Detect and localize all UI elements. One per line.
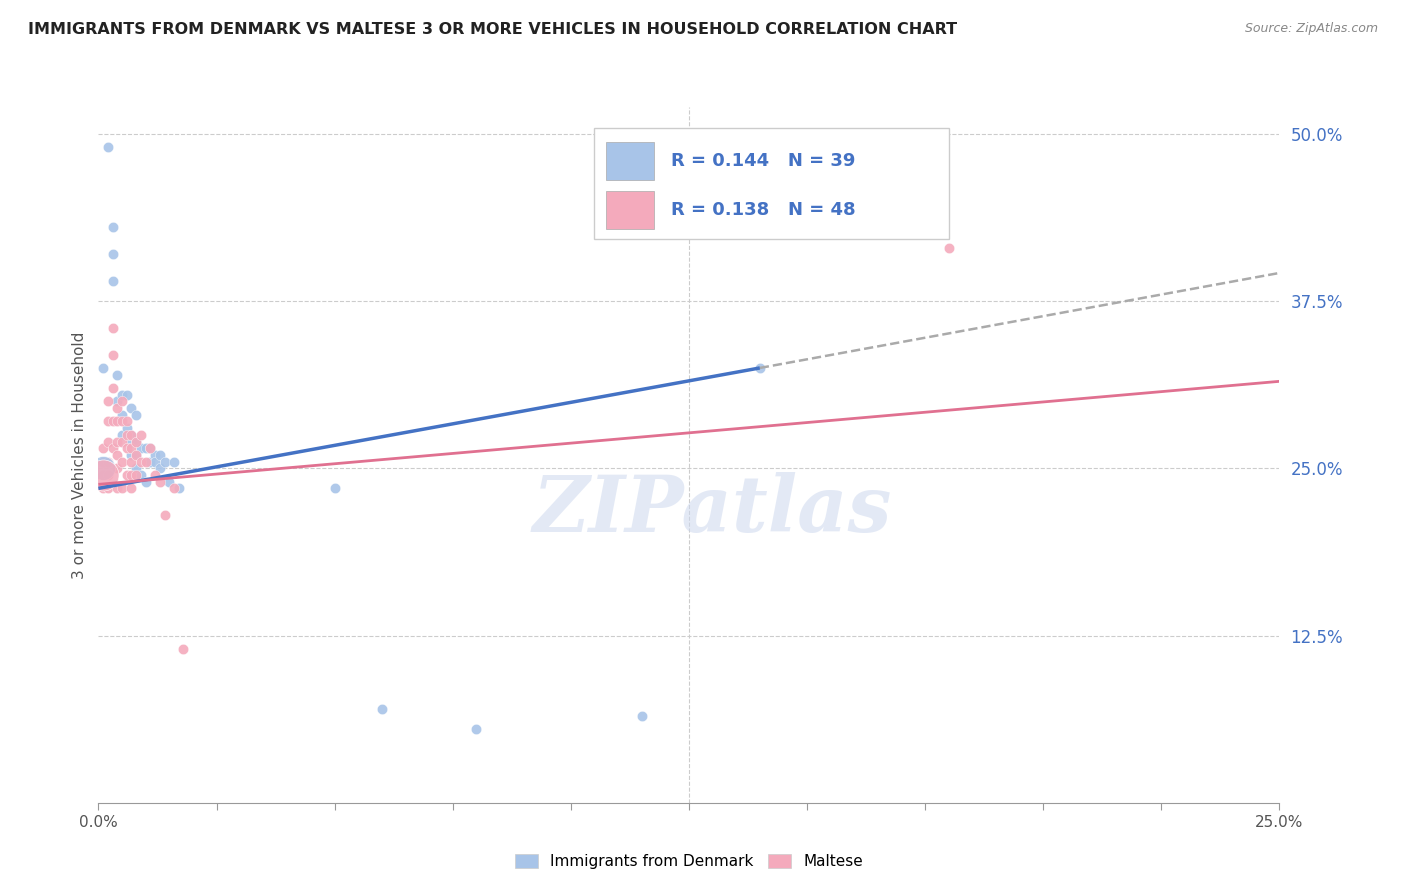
Y-axis label: 3 or more Vehicles in Household: 3 or more Vehicles in Household: [72, 331, 87, 579]
Point: [101, 220, 124, 235]
Point: [129, 468, 152, 483]
Point: [115, 468, 138, 483]
Point: [97, 140, 120, 154]
Point: [111, 388, 134, 402]
Point: [91, 455, 114, 469]
Point: [111, 482, 134, 496]
Point: [157, 475, 180, 489]
Point: [121, 428, 143, 442]
Point: [101, 247, 124, 261]
Point: [115, 388, 138, 402]
Point: [129, 442, 152, 456]
Point: [630, 708, 652, 723]
Point: [105, 448, 128, 462]
Point: [135, 475, 157, 489]
Text: Source: ZipAtlas.com: Source: ZipAtlas.com: [1244, 22, 1378, 36]
Point: [163, 455, 186, 469]
Point: [149, 461, 172, 475]
Point: [125, 448, 148, 462]
Point: [101, 321, 124, 335]
Point: [153, 508, 176, 523]
Point: [149, 475, 172, 489]
Point: [105, 434, 128, 449]
Point: [111, 408, 134, 422]
Point: [105, 368, 128, 382]
Point: [748, 361, 770, 376]
Point: [101, 381, 124, 395]
Point: [139, 442, 162, 456]
Point: [91, 468, 114, 483]
Point: [101, 348, 124, 362]
Point: [91, 468, 114, 483]
Point: [111, 428, 134, 442]
Text: ZIPatlas: ZIPatlas: [533, 473, 893, 549]
Point: [121, 482, 143, 496]
Point: [167, 482, 190, 496]
Point: [97, 415, 120, 429]
Point: [97, 394, 120, 409]
Point: [125, 468, 148, 483]
Point: [101, 442, 124, 456]
Point: [143, 455, 166, 469]
Point: [121, 442, 143, 456]
FancyBboxPatch shape: [606, 142, 654, 180]
Point: [97, 455, 120, 469]
Point: [101, 415, 124, 429]
Point: [121, 448, 143, 462]
Point: [172, 642, 194, 657]
Point: [105, 401, 128, 416]
Point: [143, 468, 166, 483]
Point: [91, 461, 114, 475]
Point: [371, 702, 394, 716]
Point: [121, 401, 143, 416]
Point: [938, 241, 960, 255]
Point: [97, 482, 120, 496]
Point: [91, 482, 114, 496]
Point: [105, 415, 128, 429]
Point: [129, 428, 152, 442]
Point: [153, 455, 176, 469]
Point: [139, 442, 162, 456]
Point: [135, 442, 157, 456]
FancyBboxPatch shape: [606, 191, 654, 229]
FancyBboxPatch shape: [595, 128, 949, 239]
Point: [125, 461, 148, 475]
Point: [125, 434, 148, 449]
Point: [135, 455, 157, 469]
Point: [111, 415, 134, 429]
Text: R = 0.144   N = 39: R = 0.144 N = 39: [671, 153, 856, 170]
Text: R = 0.138   N = 48: R = 0.138 N = 48: [671, 201, 856, 219]
Point: [97, 468, 120, 483]
Point: [465, 723, 488, 737]
Legend: Immigrants from Denmark, Maltese: Immigrants from Denmark, Maltese: [509, 848, 869, 875]
Point: [111, 434, 134, 449]
Point: [91, 361, 114, 376]
Point: [121, 428, 143, 442]
Point: [111, 455, 134, 469]
Point: [129, 455, 152, 469]
Point: [125, 408, 148, 422]
Point: [143, 448, 166, 462]
Point: [91, 442, 114, 456]
Point: [149, 448, 172, 462]
Point: [115, 442, 138, 456]
Point: [139, 455, 162, 469]
Point: [125, 448, 148, 462]
Point: [105, 482, 128, 496]
Point: [101, 274, 124, 288]
Point: [115, 428, 138, 442]
Point: [105, 461, 128, 475]
Point: [125, 434, 148, 449]
Point: [105, 394, 128, 409]
Point: [121, 468, 143, 483]
Point: [115, 415, 138, 429]
Point: [163, 482, 186, 496]
Point: [111, 394, 134, 409]
Text: IMMIGRANTS FROM DENMARK VS MALTESE 3 OR MORE VEHICLES IN HOUSEHOLD CORRELATION C: IMMIGRANTS FROM DENMARK VS MALTESE 3 OR …: [28, 22, 957, 37]
Point: [121, 434, 143, 449]
Point: [121, 455, 143, 469]
Point: [323, 482, 346, 496]
Point: [115, 421, 138, 435]
Point: [97, 434, 120, 449]
